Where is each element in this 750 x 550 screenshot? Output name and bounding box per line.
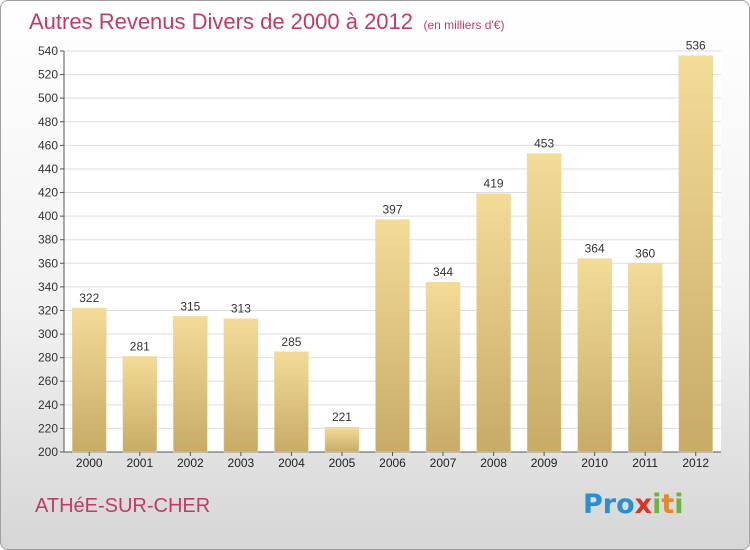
bar	[375, 219, 410, 453]
data-label: 419	[484, 177, 504, 191]
data-label: 360	[635, 246, 655, 260]
data-label: 397	[382, 203, 402, 217]
x-tick-label: 2009	[531, 456, 558, 470]
x-tick-label: 2007	[430, 456, 457, 470]
y-tick-label: 280	[38, 351, 58, 365]
bar	[72, 307, 107, 453]
bar	[122, 356, 158, 453]
y-tick-label: 360	[38, 256, 58, 270]
chart-subtitle: (en milliers d'€)	[423, 18, 505, 32]
x-tick-label: 2005	[329, 456, 356, 470]
y-tick-label: 500	[38, 91, 58, 105]
commune-name: ATHéE-SUR-CHER	[35, 495, 211, 517]
x-tick-label: 2008	[480, 456, 507, 470]
bar	[526, 153, 562, 453]
bar	[627, 263, 663, 453]
y-tick-label: 300	[38, 327, 58, 341]
bar	[425, 281, 461, 453]
data-label: 313	[231, 302, 251, 316]
data-label: 453	[534, 137, 554, 151]
x-tick-label: 2010	[581, 456, 608, 470]
y-tick-label: 540	[38, 44, 58, 58]
y-tick-label: 460	[38, 138, 58, 152]
y-tick-label: 220	[38, 421, 58, 435]
y-tick-label: 320	[38, 303, 58, 317]
x-tick-label: 2001	[126, 456, 153, 470]
bar	[577, 258, 612, 453]
y-tick-label: 340	[38, 280, 58, 294]
data-label: 281	[130, 339, 150, 353]
data-label: 315	[180, 299, 200, 313]
data-label: 322	[79, 291, 99, 305]
y-tick-label: 240	[38, 398, 58, 412]
y-tick-label: 520	[38, 68, 58, 82]
bar	[223, 318, 259, 453]
bar	[678, 55, 713, 453]
x-tick-label: 2011	[632, 456, 658, 470]
x-tick-label: 2012	[682, 456, 709, 470]
chart-title: Autres Revenus Divers de 2000 à 2012	[29, 9, 414, 34]
bar	[274, 351, 309, 453]
y-tick-label: 380	[38, 233, 58, 247]
y-tick-label: 480	[38, 115, 58, 129]
y-tick-label: 440	[38, 162, 58, 176]
data-label: 285	[281, 335, 301, 349]
y-tick-label: 260	[38, 374, 58, 388]
data-label: 344	[433, 265, 453, 279]
data-label: 536	[686, 39, 706, 53]
bar	[324, 426, 360, 453]
x-tick-label: 2000	[76, 456, 103, 470]
x-tick-label: 2006	[379, 456, 406, 470]
y-tick-label: 420	[38, 186, 58, 200]
data-label: 221	[332, 410, 352, 424]
x-tick-label: 2004	[278, 456, 305, 470]
title-row: Autres Revenus Divers de 2000 à 2012 (en…	[29, 9, 504, 35]
y-tick-label: 200	[38, 445, 58, 459]
bar	[173, 316, 208, 453]
data-label: 364	[585, 242, 605, 256]
bar	[476, 193, 511, 453]
x-tick-label: 2003	[228, 456, 255, 470]
proxiti-logo[interactable]: Proxiti	[583, 489, 684, 520]
y-tick-label: 400	[38, 209, 58, 223]
x-tick-label: 2002	[177, 456, 204, 470]
